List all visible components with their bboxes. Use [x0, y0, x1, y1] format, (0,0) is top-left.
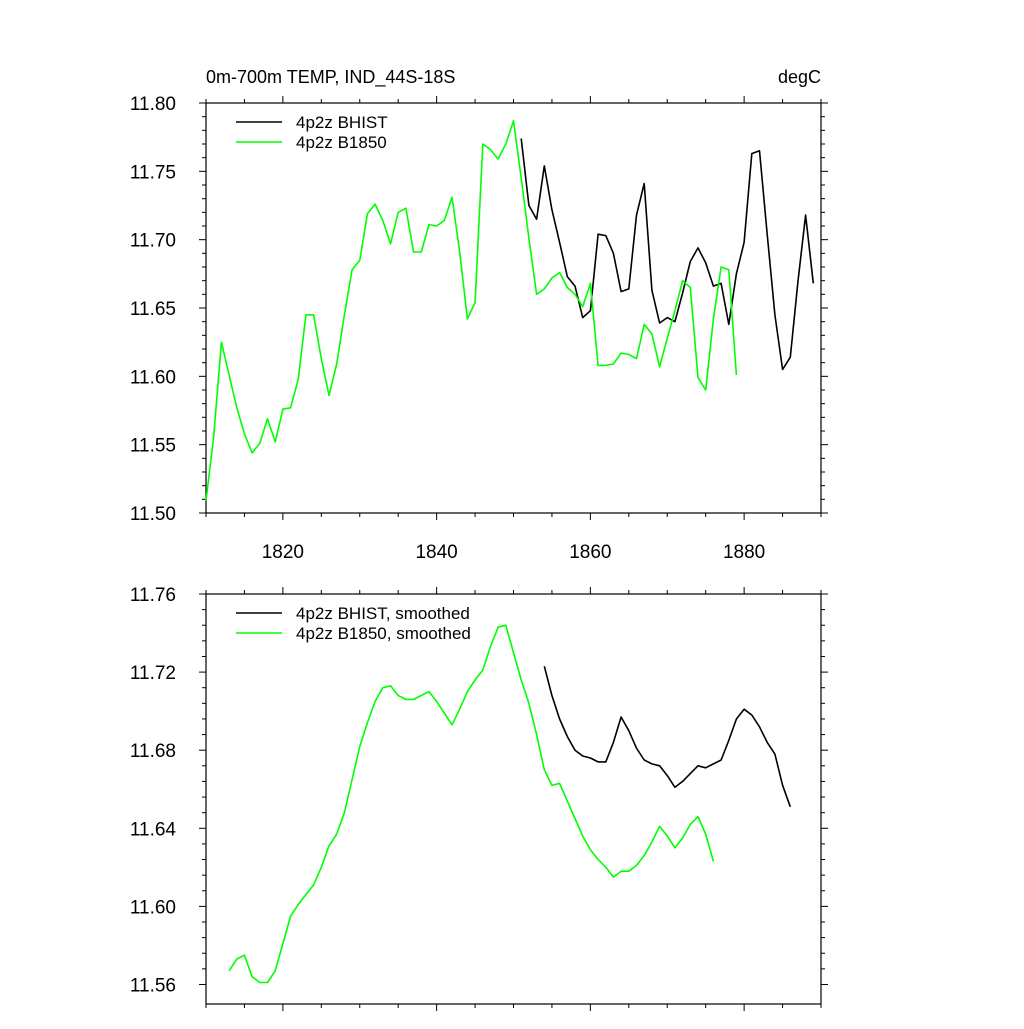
y-tick-label: 11.50 — [130, 504, 176, 525]
y-tick-label: 11.56 — [130, 975, 176, 996]
panel-raw: 11.50 11.55 11.60 11.65 11.70 11.75 11.80 1820 1… — [130, 67, 828, 563]
y-tick-label: 11.60 — [130, 367, 176, 388]
y-tick-label: 11.65 — [130, 299, 176, 320]
legend-label: 4p2z B1850 — [296, 133, 387, 152]
y-tick-label: 11.68 — [130, 741, 176, 762]
x-tick-label: 1860 — [569, 542, 611, 563]
series-line-1 — [228, 624, 715, 984]
y-tick-label: 11.64 — [130, 819, 177, 840]
units-label: degC — [778, 67, 821, 87]
x-tick-label: 1820 — [262, 542, 304, 563]
y-tick-label: 11.55 — [130, 436, 176, 457]
chart-title: 0m-700m TEMP, IND_44S-18S — [206, 67, 455, 88]
series-line-0 — [543, 665, 792, 808]
legend-label: 4p2z BHIST, smoothed — [296, 604, 470, 623]
series-line-0 — [520, 138, 815, 371]
plot-frame — [205, 102, 822, 514]
series-line-1 — [205, 120, 738, 501]
legend-label: 4p2z B1850, smoothed — [296, 624, 471, 643]
panel-smoothed: 11.56 11.60 11.64 11.68 11.72 11.76 4p2z BHIST… — [130, 585, 828, 1011]
y-tick-label: 11.60 — [130, 897, 176, 918]
y-tick-label: 11.70 — [130, 231, 176, 252]
y-tick-label: 11.80 — [130, 94, 176, 115]
y-tick-label: 11.76 — [130, 585, 176, 606]
legend-label: 4p2z BHIST — [296, 113, 388, 132]
y-tick-label: 11.72 — [130, 663, 176, 684]
y-tick-label: 11.75 — [130, 162, 176, 183]
x-tick-label: 1880 — [723, 542, 765, 563]
x-tick-label: 1840 — [415, 542, 457, 563]
